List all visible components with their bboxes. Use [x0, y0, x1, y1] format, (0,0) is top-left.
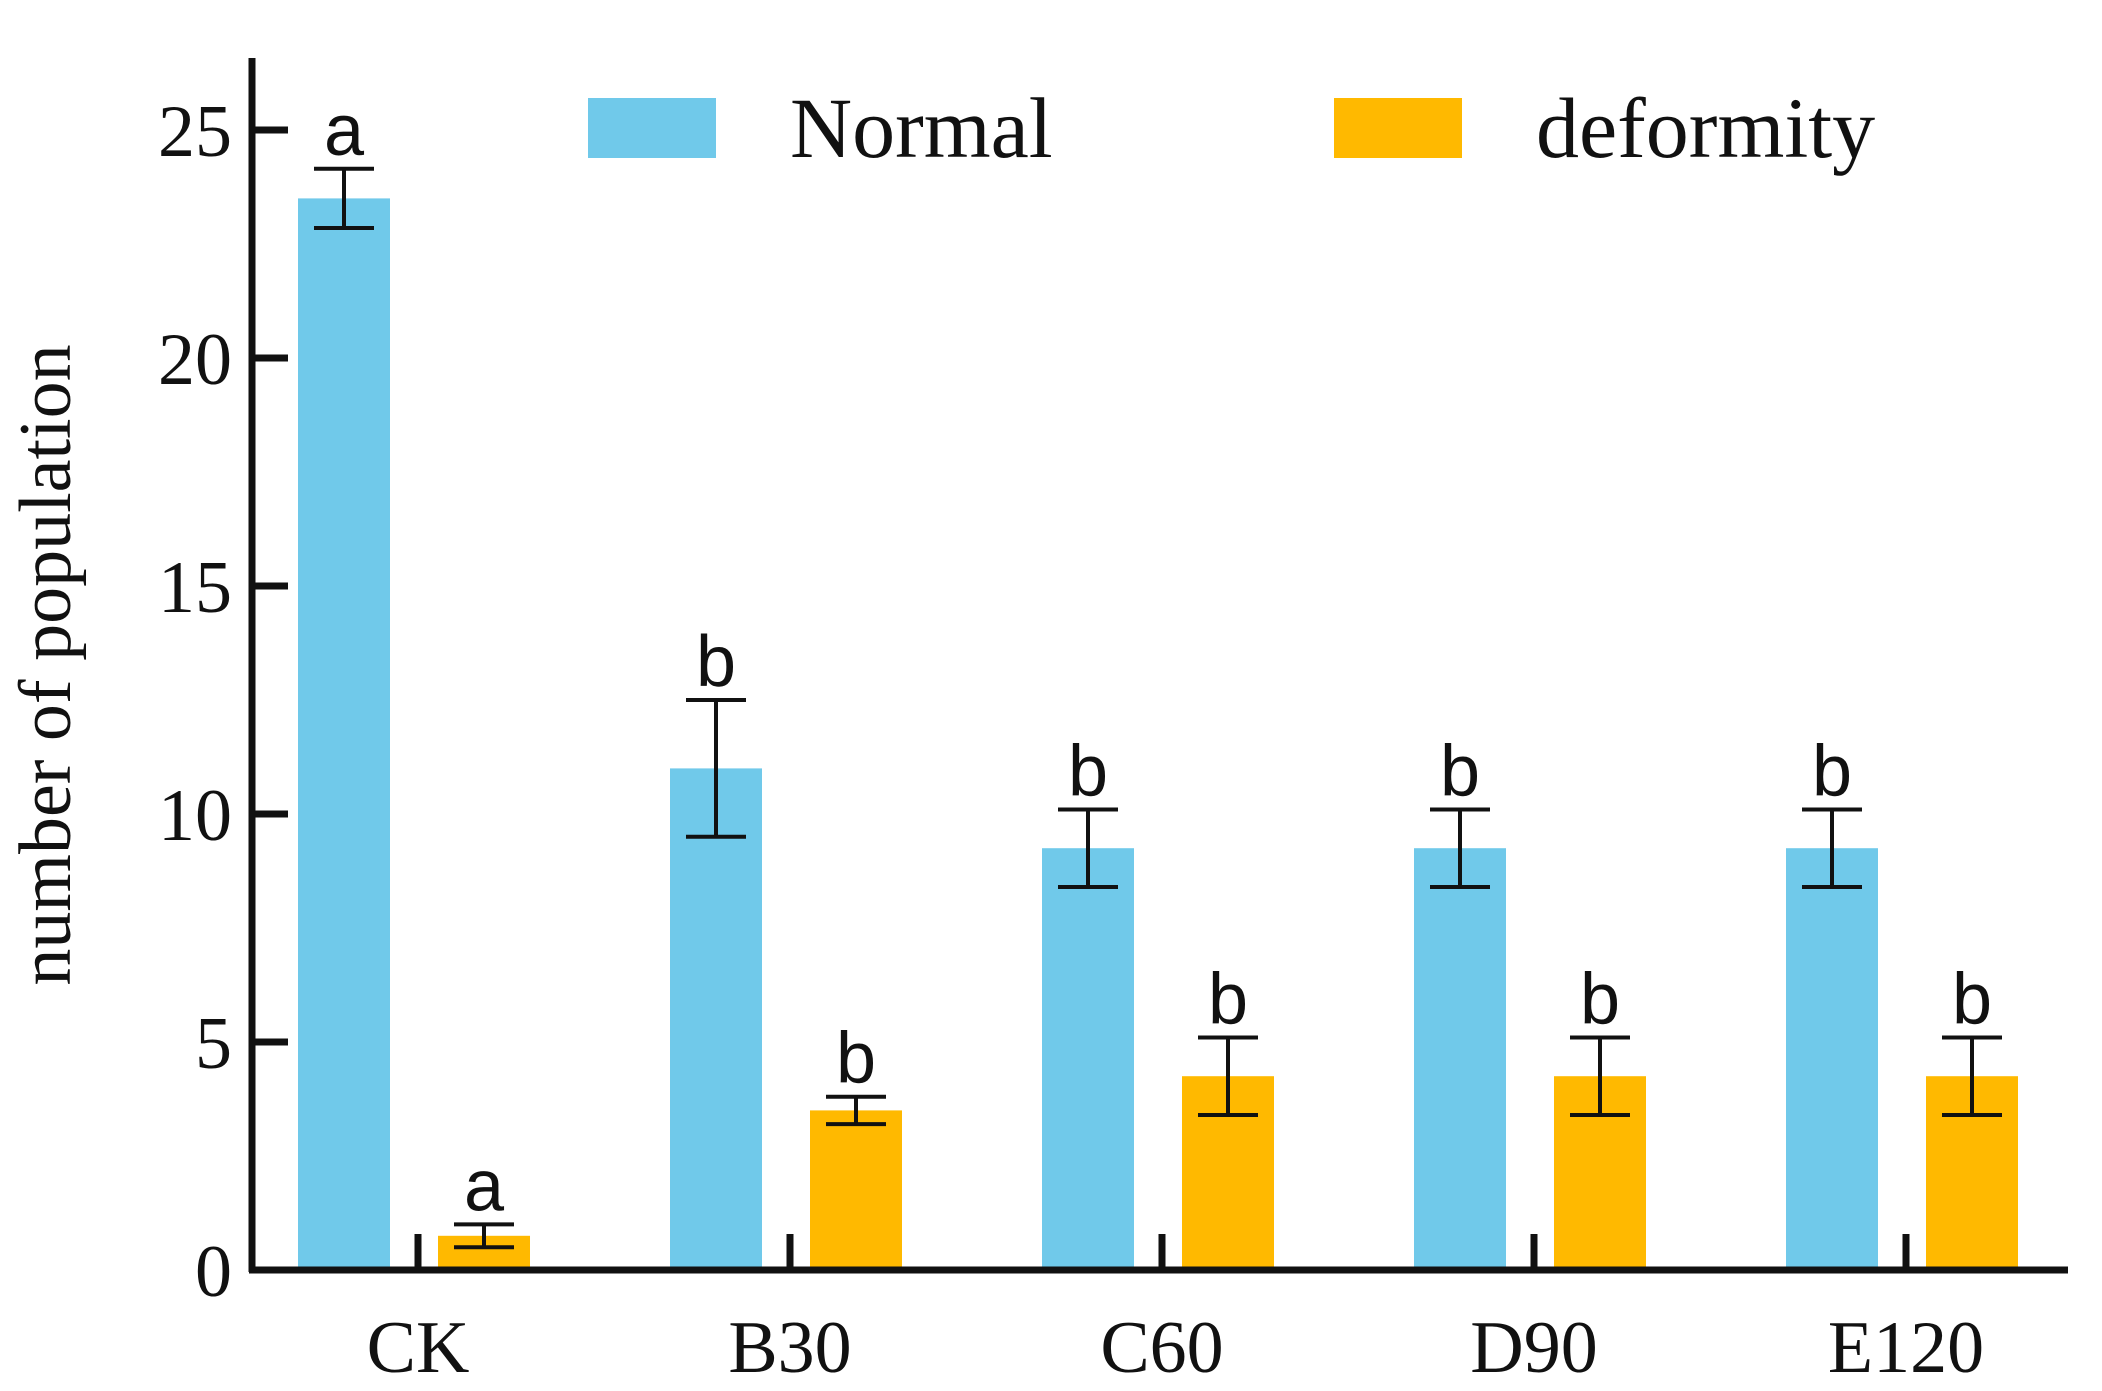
bar-deformity-b30	[810, 1110, 902, 1270]
bars-layer	[298, 198, 2018, 1270]
legend: Normal deformity	[588, 80, 1875, 176]
error-bar-deformity-c60	[1198, 1035, 1258, 1117]
significance-label-normal-d90: b	[1440, 731, 1480, 811]
legend-item-deformity: deformity	[1334, 80, 1875, 176]
significance-label-normal-b30: b	[696, 622, 736, 702]
significance-label-deformity-e120: b	[1952, 959, 1992, 1039]
significance-label-normal-c60: b	[1068, 731, 1108, 811]
error-bar-deformity-e120	[1942, 1035, 2002, 1117]
error-bar-deformity-d90	[1570, 1035, 1630, 1117]
y-ticks-layer: 0 5 10 15 20 25	[158, 91, 288, 1313]
error-bars-layer	[314, 166, 2002, 1250]
legend-item-normal: Normal	[588, 80, 1053, 176]
bar-normal-c60	[1042, 848, 1134, 1270]
significance-label-normal-ck: a	[324, 91, 365, 171]
significance-label-deformity-ck: a	[464, 1146, 505, 1226]
x-tick-label-e120: E120	[1828, 1307, 1984, 1389]
bar-normal-e120	[1786, 848, 1878, 1270]
error-bar-deformity-ck	[454, 1222, 514, 1250]
x-tick-label-c60: C60	[1100, 1307, 1223, 1389]
legend-label-deformity: deformity	[1536, 80, 1875, 176]
x-tick-label-b30: B30	[728, 1307, 851, 1389]
significance-labels-layer: a a b b b b b b b b	[324, 91, 1992, 1227]
significance-label-deformity-c60: b	[1208, 959, 1248, 1039]
y-tick-label-10: 10	[158, 775, 232, 857]
bar-normal-d90	[1414, 848, 1506, 1270]
y-tick-label-15: 15	[158, 547, 232, 629]
x-ticks-layer: CK B30 C60 D90 E120	[367, 1234, 1984, 1389]
bar-normal-b30	[670, 768, 762, 1270]
y-tick-label-25: 25	[158, 91, 232, 173]
y-tick-label-5: 5	[195, 1003, 232, 1085]
error-bar-normal-d90	[1430, 807, 1490, 889]
significance-label-normal-e120: b	[1812, 731, 1852, 811]
error-bar-normal-b30	[686, 698, 746, 839]
y-tick-label-0: 0	[195, 1231, 232, 1313]
error-bar-normal-e120	[1802, 807, 1862, 889]
error-bar-normal-c60	[1058, 807, 1118, 889]
legend-swatch-deformity	[1334, 98, 1462, 158]
y-tick-label-20: 20	[158, 319, 232, 401]
bar-normal-ck	[298, 198, 390, 1270]
error-bar-normal-ck	[314, 166, 374, 231]
significance-label-deformity-d90: b	[1580, 959, 1620, 1039]
error-bar-deformity-b30	[826, 1094, 886, 1127]
y-axis-label: number of population	[5, 344, 87, 985]
significance-label-deformity-b30: b	[836, 1019, 876, 1099]
legend-label-normal: Normal	[790, 80, 1053, 176]
x-tick-label-ck: CK	[367, 1307, 470, 1389]
x-tick-label-d90: D90	[1470, 1307, 1597, 1389]
legend-swatch-normal	[588, 98, 716, 158]
